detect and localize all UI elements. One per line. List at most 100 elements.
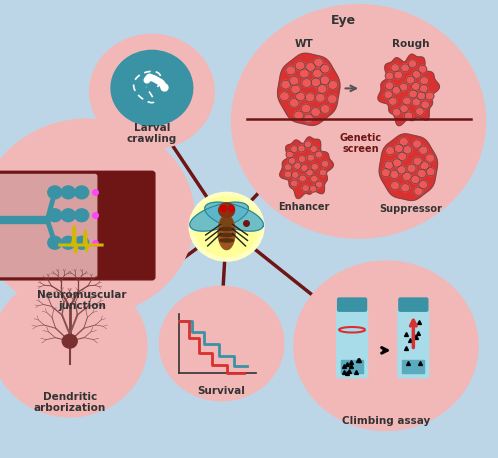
Circle shape xyxy=(320,76,330,85)
FancyBboxPatch shape xyxy=(402,360,424,373)
Circle shape xyxy=(418,65,427,73)
Circle shape xyxy=(291,85,300,94)
Circle shape xyxy=(394,71,402,79)
Circle shape xyxy=(291,171,299,178)
Circle shape xyxy=(394,144,403,153)
FancyBboxPatch shape xyxy=(398,308,429,378)
Polygon shape xyxy=(280,137,333,198)
Text: Survival: Survival xyxy=(198,386,246,396)
Circle shape xyxy=(426,168,435,176)
Circle shape xyxy=(397,166,406,174)
Circle shape xyxy=(315,181,323,188)
Circle shape xyxy=(311,175,318,182)
Circle shape xyxy=(320,104,330,114)
Circle shape xyxy=(385,82,394,90)
Circle shape xyxy=(392,109,401,116)
Circle shape xyxy=(327,95,337,104)
Circle shape xyxy=(401,64,409,72)
Circle shape xyxy=(416,108,424,115)
Circle shape xyxy=(299,175,306,182)
Circle shape xyxy=(388,98,397,105)
Circle shape xyxy=(286,151,293,158)
FancyBboxPatch shape xyxy=(337,308,368,378)
Text: Suppressor: Suppressor xyxy=(379,204,442,214)
Circle shape xyxy=(290,180,298,187)
Circle shape xyxy=(420,77,428,85)
Circle shape xyxy=(61,236,75,249)
Circle shape xyxy=(232,5,486,238)
Circle shape xyxy=(294,261,478,431)
Ellipse shape xyxy=(221,217,233,227)
Circle shape xyxy=(189,192,264,261)
Circle shape xyxy=(280,92,289,101)
Circle shape xyxy=(284,171,292,178)
Circle shape xyxy=(407,164,416,172)
Circle shape xyxy=(306,169,313,176)
Circle shape xyxy=(304,141,312,148)
Circle shape xyxy=(284,164,292,171)
Circle shape xyxy=(294,163,301,169)
Circle shape xyxy=(75,209,89,222)
Circle shape xyxy=(392,87,400,94)
Circle shape xyxy=(289,98,299,107)
Circle shape xyxy=(421,101,429,109)
Text: Eye: Eye xyxy=(331,14,356,27)
Circle shape xyxy=(311,108,320,116)
Ellipse shape xyxy=(220,239,234,242)
Circle shape xyxy=(402,97,411,105)
FancyBboxPatch shape xyxy=(0,174,97,277)
Circle shape xyxy=(406,76,415,84)
FancyBboxPatch shape xyxy=(399,298,428,311)
Circle shape xyxy=(298,156,306,163)
Polygon shape xyxy=(218,215,235,250)
Circle shape xyxy=(417,92,425,100)
Circle shape xyxy=(219,203,235,218)
Circle shape xyxy=(0,119,194,316)
Circle shape xyxy=(286,66,295,75)
Circle shape xyxy=(294,111,303,120)
Text: Rough: Rough xyxy=(392,39,430,49)
Circle shape xyxy=(420,162,429,170)
Circle shape xyxy=(290,146,298,153)
FancyBboxPatch shape xyxy=(341,360,363,373)
Circle shape xyxy=(319,169,327,176)
Circle shape xyxy=(385,72,394,80)
Circle shape xyxy=(426,154,435,162)
Circle shape xyxy=(111,50,193,125)
Circle shape xyxy=(390,170,399,179)
Circle shape xyxy=(411,82,420,90)
Circle shape xyxy=(299,69,309,78)
Circle shape xyxy=(412,71,421,78)
Circle shape xyxy=(401,184,410,192)
Polygon shape xyxy=(190,202,249,231)
Circle shape xyxy=(385,147,394,155)
Circle shape xyxy=(419,146,428,154)
FancyBboxPatch shape xyxy=(338,298,367,311)
Circle shape xyxy=(317,84,327,93)
Circle shape xyxy=(306,62,315,71)
Text: Genetic
screen: Genetic screen xyxy=(340,133,382,154)
Circle shape xyxy=(381,169,390,177)
Circle shape xyxy=(302,185,309,191)
Text: Neuromuscular
junction: Neuromuscular junction xyxy=(37,290,127,311)
Circle shape xyxy=(399,83,408,91)
Text: WT: WT xyxy=(294,39,313,49)
Circle shape xyxy=(315,151,323,158)
Circle shape xyxy=(301,165,308,171)
Circle shape xyxy=(62,334,77,348)
Circle shape xyxy=(307,154,315,161)
FancyBboxPatch shape xyxy=(0,171,155,280)
Circle shape xyxy=(417,169,426,178)
Circle shape xyxy=(321,160,329,167)
Circle shape xyxy=(392,159,401,167)
Circle shape xyxy=(311,78,321,87)
Circle shape xyxy=(425,92,434,100)
Circle shape xyxy=(75,186,89,199)
Circle shape xyxy=(288,158,296,164)
Circle shape xyxy=(413,140,422,148)
Circle shape xyxy=(313,69,322,78)
Text: Dendritic
arborization: Dendritic arborization xyxy=(33,392,106,413)
Circle shape xyxy=(400,105,408,113)
Circle shape xyxy=(315,93,325,102)
Circle shape xyxy=(61,186,75,199)
